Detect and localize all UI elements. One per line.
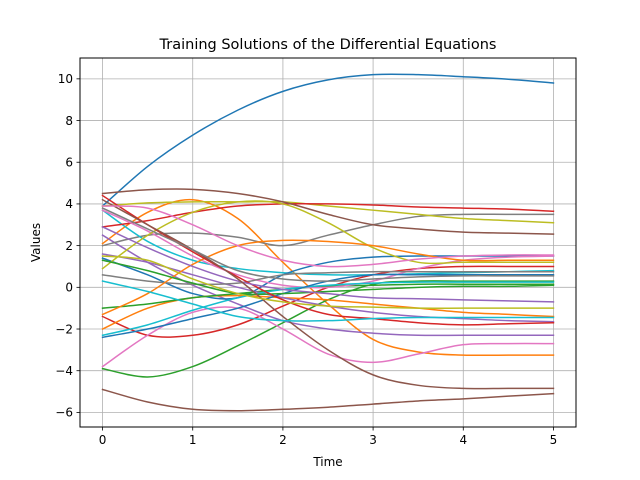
x-tick-label: 4 <box>459 433 467 447</box>
chart-title: Training Solutions of the Differential E… <box>159 37 497 53</box>
series-line-22 <box>101 239 555 316</box>
y-tick-label: 8 <box>65 114 73 128</box>
series-line-6 <box>101 388 555 412</box>
series-line-30 <box>101 280 555 322</box>
x-tick-label: 1 <box>189 433 197 447</box>
x-tick-label: 3 <box>369 433 377 447</box>
y-axis-label: Values <box>29 223 43 262</box>
series-line-18 <box>101 270 555 286</box>
x-axis-label: Time <box>312 455 342 469</box>
series-line-28 <box>101 207 555 282</box>
series-line-16 <box>101 188 555 235</box>
series-layer <box>101 73 555 412</box>
series-line-8 <box>101 213 555 247</box>
series-line-19 <box>101 200 555 270</box>
tick-marks <box>76 78 554 431</box>
series-line-23 <box>101 259 555 296</box>
series-line-14 <box>101 202 555 228</box>
series-line-9 <box>101 200 555 224</box>
series-line-29 <box>101 255 555 309</box>
y-tick-label: 4 <box>65 197 73 211</box>
series-line-13 <box>101 283 555 309</box>
y-tick-label: 0 <box>65 281 73 295</box>
series-line-20 <box>101 281 555 337</box>
y-tick-label: 2 <box>65 239 73 253</box>
series-line-25 <box>101 225 555 303</box>
series-line-2 <box>101 198 555 357</box>
y-tick-label: −2 <box>55 322 73 336</box>
x-tick-label: 5 <box>550 433 558 447</box>
series-line-27 <box>101 205 555 268</box>
tick-labels: 0 1 2 3 4 5 −6 −4 −2 0 2 4 6 8 10 <box>55 72 557 447</box>
series-line-7 <box>101 306 555 368</box>
y-tick-label: 6 <box>65 156 73 170</box>
series-line-1 <box>101 73 555 208</box>
series-line-26 <box>101 198 555 390</box>
axes-frame <box>79 57 577 428</box>
x-tick-label: 0 <box>99 433 107 447</box>
x-tick-label: 2 <box>279 433 287 447</box>
y-tick-label: −6 <box>55 406 73 420</box>
y-tick-label: 10 <box>58 72 73 86</box>
series-line-17 <box>101 209 555 289</box>
y-tick-label: −4 <box>55 364 73 378</box>
